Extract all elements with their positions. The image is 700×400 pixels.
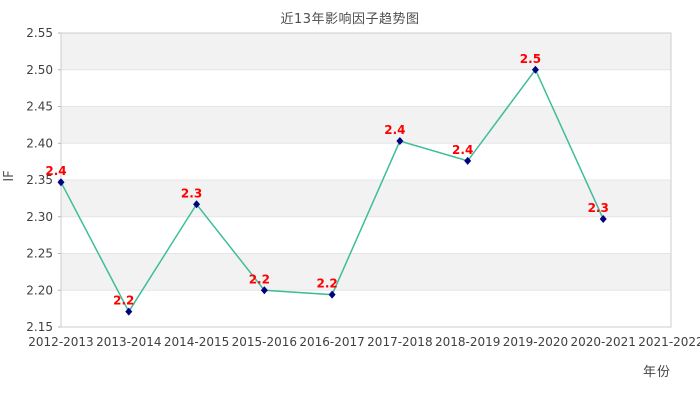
data-point-marker (599, 214, 607, 223)
plot-band (61, 143, 671, 180)
data-point-label: 2.5 (520, 52, 541, 66)
data-point-marker (531, 65, 539, 74)
chart-title: 近13年影响因子趋势图 (280, 12, 420, 27)
data-point-label: 2.4 (384, 123, 405, 137)
y-tick-label: 2.35 (26, 173, 53, 187)
x-tick-label: 2012-2013 (28, 335, 93, 349)
x-tick-label: 2018-2019 (435, 335, 500, 349)
y-tick-label: 2.25 (26, 247, 53, 261)
x-axis-title: 年份 (642, 365, 671, 380)
x-tick-label: 2015-2016 (232, 335, 297, 349)
y-tick-label: 2.55 (26, 26, 53, 40)
data-point-marker (193, 200, 201, 209)
data-point-marker (57, 178, 65, 187)
x-tick-label: 2021-2022 (638, 335, 700, 349)
x-tick-label: 2019-2020 (503, 335, 568, 349)
x-tick-label: 2020-2021 (571, 335, 636, 349)
x-tick-label: 2017-2018 (367, 335, 432, 349)
data-point-marker (260, 286, 268, 295)
data-point-marker (396, 137, 404, 146)
data-point-label: 2.2 (316, 277, 337, 291)
data-point-marker (125, 307, 133, 316)
plot-band (61, 216, 671, 254)
data-point-label: 2.4 (45, 164, 66, 178)
data-point-label: 2.4 (452, 143, 473, 157)
data-point-label: 2.3 (588, 201, 609, 215)
y-tick-label: 2.40 (26, 136, 53, 150)
data-point-label: 2.2 (249, 272, 270, 286)
x-tick-label: 2016-2017 (299, 335, 364, 349)
plot-band (61, 33, 671, 70)
data-point-marker (328, 290, 336, 299)
data-point-label: 2.2 (113, 294, 134, 308)
x-tick-label: 2014-2015 (164, 335, 229, 349)
plot-band (61, 253, 671, 291)
y-tick-label: 2.45 (26, 100, 53, 114)
plot-band (61, 290, 671, 327)
data-point-label: 2.3 (181, 186, 202, 200)
plot-band (61, 180, 671, 217)
plot-band (61, 106, 671, 144)
data-point-marker (464, 156, 472, 165)
y-tick-label: 2.50 (26, 63, 53, 77)
plot-band (61, 69, 671, 107)
y-tick-label: 2.30 (26, 210, 53, 224)
y-tick-label: 2.15 (26, 320, 53, 334)
x-tick-label: 2013-2014 (96, 335, 161, 349)
y-tick-label: 2.20 (26, 283, 53, 297)
